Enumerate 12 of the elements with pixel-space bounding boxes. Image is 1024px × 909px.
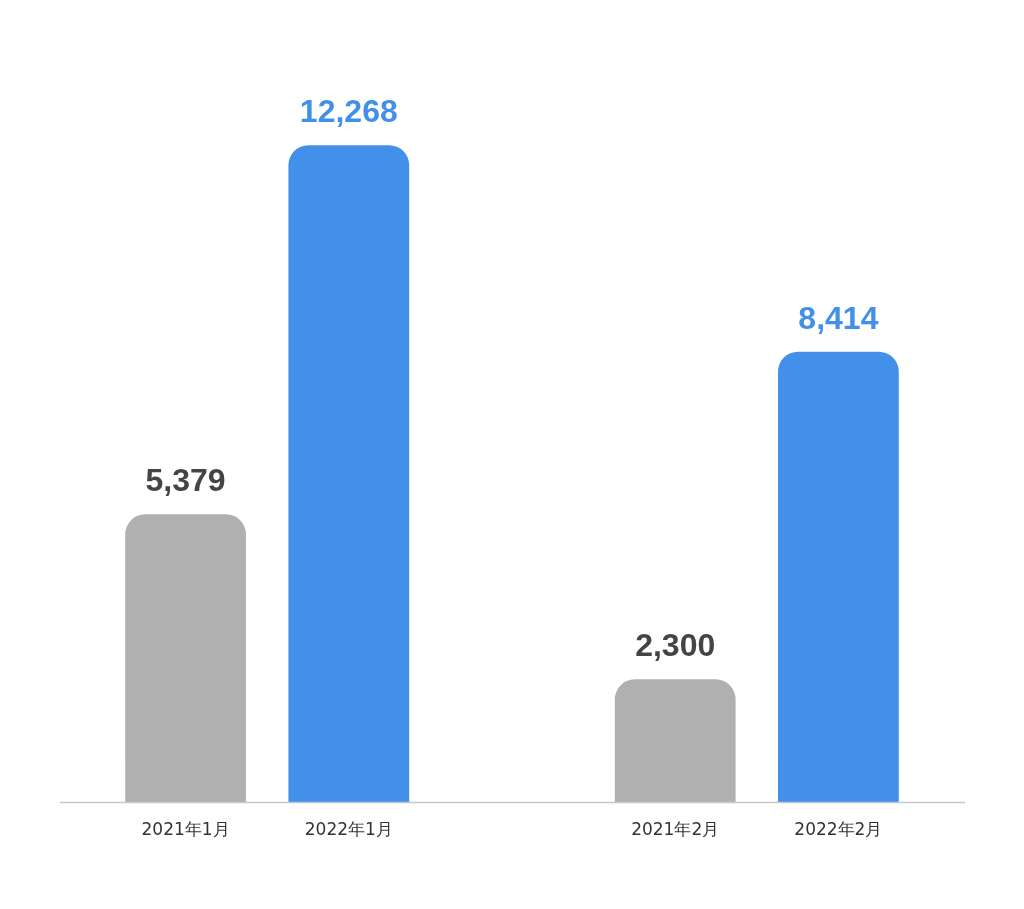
x-tick-label: 2022年2月 (794, 819, 883, 840)
bar (614, 679, 736, 803)
bar (288, 145, 410, 803)
data-label: 8,414 (798, 299, 879, 336)
x-tick-label: 2021年1月 (141, 819, 230, 840)
bar (125, 514, 246, 803)
x-tick-label: 2021年2月 (631, 819, 720, 840)
data-label: 2,300 (635, 627, 716, 664)
bar (778, 351, 899, 803)
data-label: 5,379 (145, 462, 226, 499)
data-label: 12,268 (299, 93, 398, 130)
x-tick-label: 2022年1月 (304, 819, 393, 840)
